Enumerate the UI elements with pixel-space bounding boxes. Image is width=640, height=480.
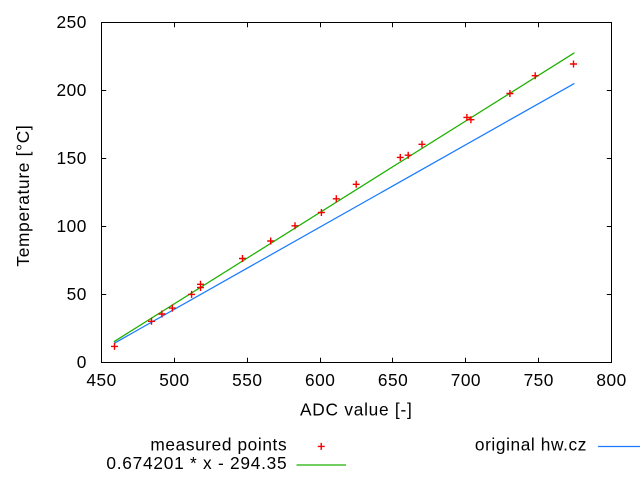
svg-text:150: 150 xyxy=(57,148,87,168)
svg-text:original hw.cz: original hw.cz xyxy=(475,435,587,455)
svg-text:measured points: measured points xyxy=(150,435,287,455)
svg-text:600: 600 xyxy=(305,370,335,390)
svg-text:800: 800 xyxy=(596,370,626,390)
svg-text:500: 500 xyxy=(159,370,189,390)
svg-text:650: 650 xyxy=(378,370,408,390)
svg-text:0.674201 * x - 294.35: 0.674201 * x - 294.35 xyxy=(106,453,287,473)
svg-text:Temperature [°C]: Temperature [°C] xyxy=(13,125,33,267)
svg-text:100: 100 xyxy=(57,216,87,236)
svg-text:700: 700 xyxy=(451,370,481,390)
svg-text:250: 250 xyxy=(57,12,87,32)
svg-text:50: 50 xyxy=(67,284,87,304)
svg-text:200: 200 xyxy=(57,80,87,100)
svg-text:750: 750 xyxy=(524,370,554,390)
svg-text:ADC value [-]: ADC value [-] xyxy=(300,399,413,419)
svg-text:550: 550 xyxy=(232,370,262,390)
svg-text:450: 450 xyxy=(86,370,116,390)
svg-text:0: 0 xyxy=(77,352,87,372)
